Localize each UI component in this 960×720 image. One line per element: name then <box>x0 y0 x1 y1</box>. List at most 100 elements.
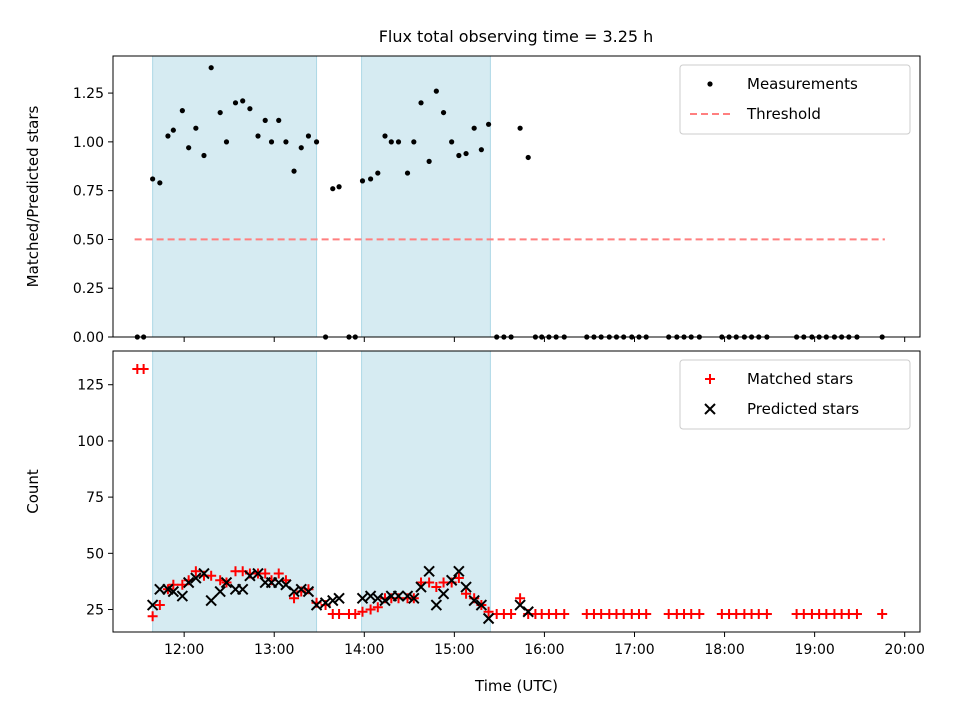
predicted-star-point <box>295 583 307 595</box>
measurement-point <box>150 176 156 182</box>
measurement-point <box>247 106 253 112</box>
x-tick-label: 14:00 <box>344 642 384 658</box>
matched-star-point <box>273 568 284 579</box>
predicted-star-point <box>319 597 332 609</box>
legend-box <box>679 64 911 135</box>
measurement-point <box>193 125 199 131</box>
predicted-star-point <box>482 612 495 625</box>
measurement-point <box>165 133 171 139</box>
legend-label: Threshold <box>746 105 821 123</box>
measurement-point <box>404 170 411 176</box>
y-tick-label: 0.00 <box>73 330 104 346</box>
predicted-star-point <box>182 576 195 589</box>
measurement-point <box>449 139 455 145</box>
measurement-point <box>463 150 469 157</box>
y-axis-label: Matched/Predicted stars <box>24 106 42 288</box>
measurement-point <box>485 121 492 127</box>
y-tick-label: 50 <box>86 546 104 562</box>
predicted-star-point <box>146 599 159 611</box>
predicted-star-point <box>356 592 369 604</box>
x-tick-label: 19:00 <box>794 642 834 658</box>
matched-star-point <box>357 606 368 617</box>
matched-star-point <box>851 609 862 620</box>
x-tick-label: 12:00 <box>164 642 204 658</box>
legend-marker-measurements <box>707 81 713 87</box>
y-tick-label: 1.00 <box>73 135 104 151</box>
predicted-star-point <box>198 567 210 580</box>
measurement-point <box>255 133 261 139</box>
measurement-point <box>268 139 275 145</box>
x-tick-label: 13:00 <box>254 642 294 658</box>
legend-marker-matched <box>705 374 715 384</box>
x-tick-label: 18:00 <box>704 642 744 658</box>
measurement-point <box>276 117 282 123</box>
measurement-point <box>313 139 320 145</box>
x-tick-label: 20:00 <box>885 642 925 658</box>
predicted-star-point <box>392 590 405 602</box>
y-axis-label: Count <box>24 469 42 514</box>
count-panel: 25 50 75 100 125 12:00 13:00 14:00 15:00 16:00 17:… <box>24 350 925 695</box>
measurement-point <box>525 154 531 161</box>
legend-box <box>679 359 911 430</box>
measurement-point <box>217 109 223 116</box>
predicted-star-point <box>423 565 435 578</box>
matched-star-point <box>761 609 772 620</box>
measurement-point <box>388 139 394 145</box>
measurement-point <box>305 133 312 139</box>
figure-title: Flux total observing time = 3.25 h <box>379 27 654 46</box>
predicted-star-point <box>288 585 300 598</box>
matched-star-point <box>372 602 383 613</box>
predicted-star-point <box>176 590 189 602</box>
measurement-point <box>418 100 424 106</box>
y-tick-label: 100 <box>77 434 104 450</box>
axes-frame <box>112 350 921 633</box>
measurement-point <box>186 145 192 151</box>
predicted-star-point <box>244 570 256 582</box>
matched-star-point <box>289 593 300 604</box>
matched-star-point <box>154 600 165 611</box>
predicted-star-point <box>214 585 226 598</box>
measurement-point <box>157 180 163 186</box>
measurement-point <box>456 152 462 159</box>
matched-star-point <box>138 363 149 374</box>
predicted-star-point <box>408 592 420 604</box>
measurement-point <box>426 158 432 164</box>
predicted-star-point <box>310 599 323 611</box>
observing-window-2 <box>361 55 491 338</box>
y-tick-label: 125 <box>77 378 104 394</box>
predicted-star-point <box>437 588 450 600</box>
measurement-point <box>232 100 239 106</box>
ratio-panel: 0.00 0.25 0.50 0.75 1.00 1.25 Matched/Predicte… <box>24 55 921 346</box>
predicted-star-point <box>445 574 458 587</box>
matched-star-point <box>190 566 201 577</box>
predicted-star-point <box>220 576 233 589</box>
predicted-star-point <box>401 590 414 602</box>
matched-star-point <box>147 611 158 622</box>
measurement-point <box>478 147 484 153</box>
legend-label: Matched stars <box>747 370 853 388</box>
predicted-star-point <box>468 594 480 607</box>
predicted-star-point <box>430 599 443 611</box>
observing-window-2 <box>361 350 491 633</box>
matched-star-point <box>365 604 376 615</box>
y-tick-label: 1.25 <box>73 86 104 102</box>
matched-star-point <box>483 606 494 617</box>
measurement-point <box>330 186 336 192</box>
y-tick-label: 0.25 <box>73 281 104 297</box>
x-tick-label: 17:00 <box>614 642 654 658</box>
measurement-point <box>440 109 447 116</box>
predicted-star-point <box>190 572 202 584</box>
measurement-point <box>201 152 207 159</box>
predicted-star-point <box>379 594 391 607</box>
measurement-point <box>298 145 304 151</box>
measurement-point <box>411 139 417 145</box>
predicted-star-point <box>236 583 249 595</box>
predicted-star-point <box>522 606 534 618</box>
predicted-star-point <box>415 581 427 593</box>
measurement-point <box>179 108 185 114</box>
measurement-point <box>291 168 297 174</box>
y-tick-label: 0.75 <box>73 184 104 200</box>
measurement-point <box>382 133 388 139</box>
y-tick-label: 25 <box>86 603 104 619</box>
